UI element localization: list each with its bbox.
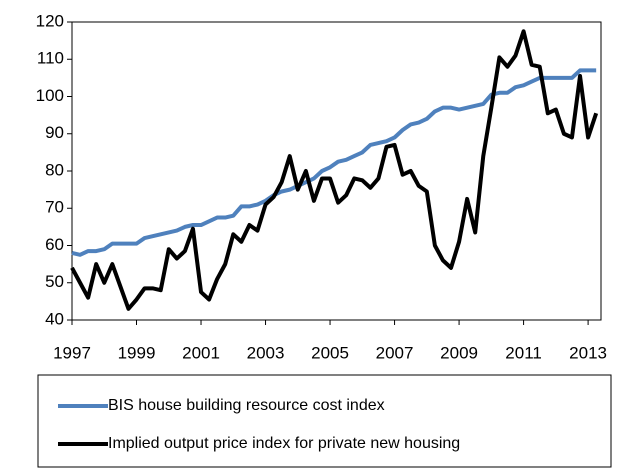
- y-tick-label: 50: [45, 272, 64, 291]
- series-line: [71, 68, 597, 257]
- x-tick-label: 2011: [505, 343, 542, 362]
- y-tick-label: 80: [45, 160, 64, 179]
- x-tick-label: 1999: [118, 343, 156, 362]
- y-tick-label: 110: [37, 49, 64, 68]
- x-tick-label: 1997: [53, 343, 91, 362]
- x-tick-label: 2003: [247, 343, 285, 362]
- y-tick-label: 70: [45, 198, 64, 217]
- x-tick-label: 2013: [569, 343, 607, 362]
- series-line: [70, 29, 599, 311]
- y-tick-label: 90: [45, 123, 64, 142]
- x-tick-label: 2007: [376, 343, 414, 362]
- x-tick-label: 2005: [311, 343, 349, 362]
- y-tick-label: 120: [36, 11, 64, 30]
- plot-frame: [71, 21, 602, 321]
- x-tick-label: 2001: [182, 343, 220, 362]
- legend-label: Implied output price index for private n…: [108, 435, 460, 452]
- y-tick-label: 40: [45, 309, 64, 328]
- legend-label: BIS house building resource cost index: [108, 397, 385, 414]
- y-tick-label: 100: [36, 86, 64, 105]
- legend-box: [37, 374, 612, 468]
- x-tick-label: 2009: [440, 343, 478, 362]
- y-tick-label: 60: [45, 235, 64, 254]
